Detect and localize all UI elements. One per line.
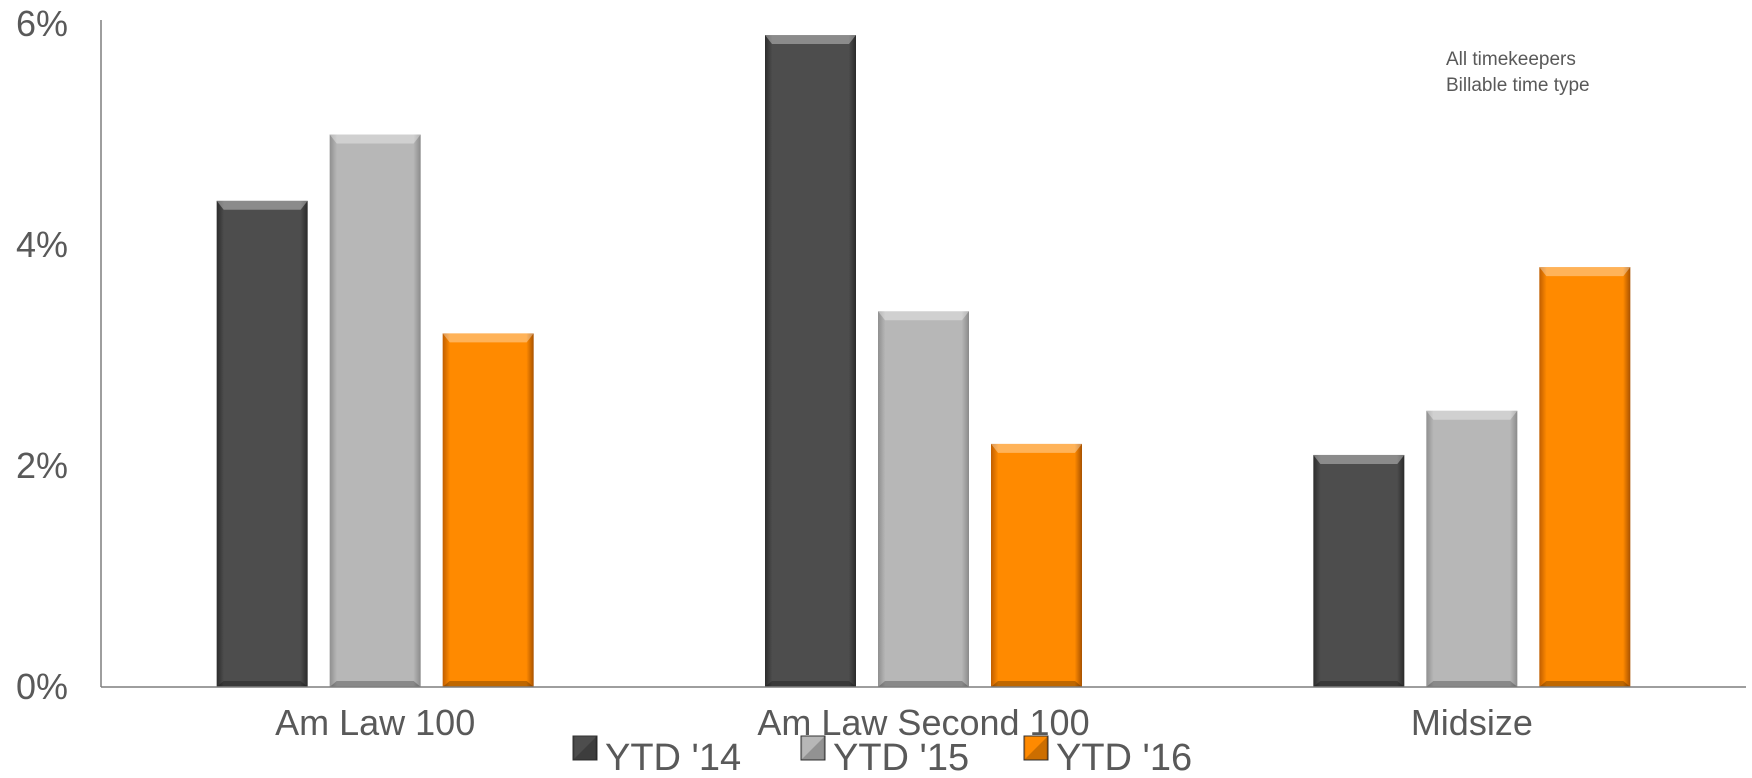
bar-bottom-bevel [1539, 681, 1631, 687]
legend-swatch [800, 735, 826, 761]
bar-am-law-second-100-ytd-16 [991, 443, 1082, 687]
bar-body [991, 443, 1082, 687]
bar-body [442, 333, 534, 687]
bar-body [216, 200, 308, 688]
y-tick-label: 2% [16, 445, 68, 486]
bar-bottom-bevel [442, 681, 534, 687]
bar-am-law-second-100-ytd-15 [878, 311, 969, 687]
legend-item-ytd-16: YTD '16 [1023, 735, 1192, 778]
bar-body [1539, 267, 1631, 687]
bar-bottom-bevel [765, 681, 856, 687]
bar-am-law-100-ytd-15 [329, 134, 421, 687]
legend-swatch-bevel [801, 736, 825, 760]
x-axis: Am Law 100 Am Law Second 100 Midsize [101, 686, 1746, 743]
bars-layer [216, 35, 1631, 688]
bar-body [329, 134, 421, 687]
bar-bottom-bevel [329, 681, 421, 687]
bar-body [1313, 454, 1405, 687]
annotation: All timekeepers Billable time type [1446, 49, 1590, 96]
x-tick-label-am-law-100: Am Law 100 [275, 702, 475, 743]
bar-top-bevel [216, 200, 308, 210]
legend-swatch-bevel [573, 736, 597, 760]
bar-midsize-ytd-14 [1313, 454, 1405, 687]
bar-am-law-100-ytd-14 [216, 200, 308, 688]
bar-top-bevel [1313, 454, 1405, 464]
legend-item-ytd-15: YTD '15 [800, 735, 969, 778]
bar-top-bevel [442, 333, 534, 343]
bar-am-law-second-100-ytd-14 [765, 35, 856, 688]
legend-item-ytd-14: YTD '14 [572, 735, 741, 778]
y-tick-label: 0% [16, 666, 68, 707]
annotation-line-2: Billable time type [1446, 75, 1590, 96]
bar-body [765, 35, 856, 688]
y-tick-label: 4% [16, 224, 68, 265]
legend-swatch [572, 735, 598, 761]
bar-midsize-ytd-15 [1426, 410, 1518, 687]
bar-body [878, 311, 969, 687]
bar-bottom-bevel [1313, 681, 1405, 687]
bar-top-bevel [1539, 267, 1631, 277]
bar-bottom-bevel [991, 681, 1082, 687]
legend-label: YTD '16 [1056, 737, 1192, 778]
bar-top-bevel [765, 35, 856, 45]
bar-midsize-ytd-16 [1539, 267, 1631, 687]
bar-top-bevel [991, 443, 1082, 453]
legend-swatch-bevel [1024, 736, 1048, 760]
bar-bottom-bevel [1426, 681, 1518, 687]
bar-bottom-bevel [216, 681, 308, 687]
bar-top-bevel [1426, 410, 1518, 420]
legend-swatch [1023, 735, 1049, 761]
legend-label: YTD '15 [833, 737, 969, 778]
bar-bottom-bevel [878, 681, 969, 687]
bar-body [1426, 410, 1518, 687]
annotation-line-1: All timekeepers [1446, 49, 1576, 70]
legend-label: YTD '14 [605, 737, 741, 778]
legend: YTD '14 YTD '15 YTD '16 [572, 735, 1192, 778]
y-tick-label: 6% [16, 3, 68, 44]
y-axis: 0% 2% 4% 6% [16, 3, 102, 707]
bar-top-bevel [329, 134, 421, 144]
bar-am-law-100-ytd-16 [442, 333, 534, 687]
x-tick-label-midsize: Midsize [1411, 702, 1533, 743]
bar-top-bevel [878, 311, 969, 321]
